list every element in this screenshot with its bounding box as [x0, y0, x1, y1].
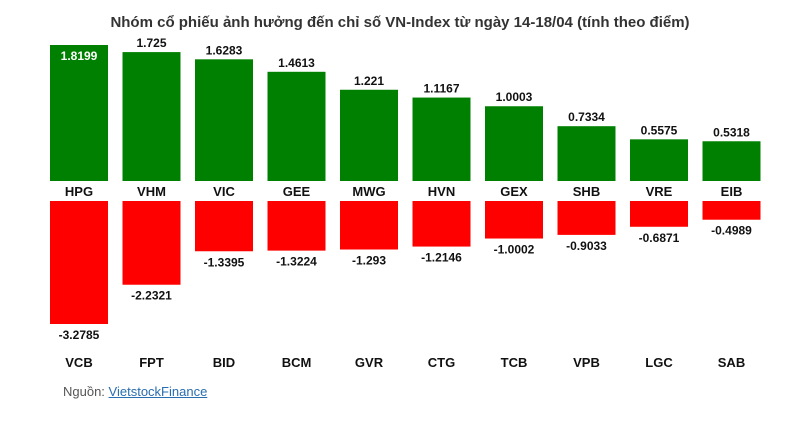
tick-label-gex: GEX [500, 184, 528, 199]
tick-label-hpg: HPG [65, 184, 93, 199]
value-label-vre: 0.5575 [641, 123, 678, 137]
value-label-gee: 1.4613 [278, 56, 315, 70]
tick-label-vre: VRE [646, 184, 673, 199]
source-prefix: Nguồn: [63, 384, 109, 399]
tick-label-hvn: HVN [428, 184, 455, 199]
tick-label-eib: EIB [721, 184, 743, 199]
value-label-mwg: 1.221 [354, 74, 384, 88]
value-label-tcb: -1.0002 [494, 243, 535, 257]
tick-label-bid: BID [213, 355, 235, 370]
bar-positive-vhm [122, 52, 181, 181]
bar-negative-gvr [340, 201, 398, 250]
source-line: Nguồn: VietstockFinance [63, 384, 207, 399]
bar-positive-gex [485, 106, 543, 181]
tick-label-gvr: GVR [355, 355, 384, 370]
value-label-hvn: 1.1167 [423, 82, 459, 96]
value-label-gvr: -1.293 [352, 254, 386, 268]
source-link[interactable]: VietstockFinance [108, 384, 208, 399]
value-label-vic: 1.6283 [206, 43, 243, 57]
value-label-vpb: -0.9033 [566, 239, 607, 253]
tick-label-vpb: VPB [573, 355, 600, 370]
bar-negative-fpt [122, 201, 181, 285]
value-label-gex: 1.0003 [496, 90, 533, 104]
value-label-fpt: -2.2321 [131, 289, 172, 303]
tick-label-fpt: FPT [139, 355, 164, 370]
value-label-vcb: -3.2785 [59, 328, 100, 342]
bar-negative-lgc [630, 201, 688, 227]
bar-negative-vpb [557, 201, 616, 235]
bar-negative-ctg [412, 201, 471, 247]
tick-label-vhm: VHM [137, 184, 166, 199]
tick-label-tcb: TCB [501, 355, 528, 370]
tick-label-vcb: VCB [65, 355, 92, 370]
bar-positive-vre [630, 139, 688, 181]
bar-positive-vic [195, 59, 253, 182]
bar-negative-tcb [485, 201, 543, 239]
value-label-bcm: -1.3224 [276, 255, 317, 269]
tick-label-lgc: LGC [645, 355, 673, 370]
chart-title: Nhóm cổ phiếu ảnh hưởng đến chỉ số VN-In… [110, 14, 689, 31]
value-label-shb: 0.7334 [568, 110, 605, 124]
bar-positive-mwg [340, 89, 398, 181]
bars-layer: 1.8199 HPG 1.725 VHM 1.6283 VIC 1.4613 GEE 1.221… [50, 36, 761, 370]
value-label-eib: 0.5318 [713, 125, 750, 139]
bar-positive-gee [267, 71, 326, 181]
bar-negative-vcb [50, 201, 108, 324]
bar-negative-bcm [267, 201, 326, 251]
value-label-sab: -0.4989 [711, 224, 752, 238]
tick-label-shb: SHB [573, 184, 600, 199]
bar-positive-hpg [50, 45, 108, 181]
tick-label-mwg: MWG [352, 184, 385, 199]
bar-negative-bid [195, 201, 253, 252]
bar-positive-shb [557, 126, 616, 181]
value-label-ctg: -1.2146 [421, 251, 462, 265]
tick-label-gee: GEE [283, 184, 311, 199]
value-label-vhm: 1.725 [136, 36, 166, 50]
tick-label-ctg: CTG [428, 355, 455, 370]
tick-label-vic: VIC [213, 184, 235, 199]
bar-positive-hvn [412, 97, 471, 181]
value-label-hpg: 1.8199 [61, 49, 98, 63]
bar-negative-sab [702, 201, 761, 220]
value-label-bid: -1.3395 [204, 255, 245, 269]
value-label-lgc: -0.6871 [639, 231, 680, 245]
bar-positive-eib [702, 141, 761, 181]
tick-label-bcm: BCM [282, 355, 312, 370]
tick-label-sab: SAB [718, 355, 745, 370]
